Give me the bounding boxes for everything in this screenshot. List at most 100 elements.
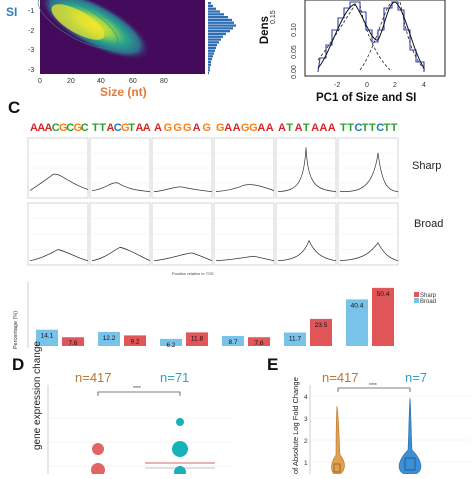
histogram-bar: [208, 49, 215, 52]
profile-line: [91, 246, 151, 262]
bar-sharp: [310, 318, 332, 346]
bar-value-label: 11.7: [289, 336, 302, 343]
panel-b-y-label: Dens: [259, 16, 271, 44]
panel-d-y-label: gene expression change: [32, 341, 43, 450]
bar-broad: [160, 338, 182, 346]
motif-letter: A: [266, 122, 274, 134]
motif-letter: T: [384, 122, 391, 134]
panel-a-y-tick-4: -3: [28, 67, 34, 74]
motif-letter: A: [319, 122, 327, 134]
panel-e-y-tick-2: 2: [304, 438, 308, 445]
histogram-bar: [208, 2, 211, 5]
histogram-bar: [208, 66, 210, 69]
panel-a-y-tick-3: -3: [28, 47, 34, 54]
histogram-bar: [208, 16, 228, 19]
motif-letter: G: [173, 122, 182, 134]
n-right-label: n=71: [160, 370, 189, 385]
boxplot-right: [404, 457, 416, 471]
panel-b-y-tick-2: 0.10: [291, 23, 298, 37]
bar-value-label: 40.4: [351, 302, 364, 309]
row-label-sharp: Sharp: [412, 160, 441, 172]
profile-line: [339, 242, 399, 262]
motif-letter: G: [249, 122, 258, 134]
density-contour: [37, 0, 119, 49]
motif-letter: C: [355, 122, 363, 134]
bar-value-label: 50.4: [377, 291, 390, 298]
motif-letter: G: [59, 122, 68, 134]
panel-e-y-tick-1: 1: [304, 460, 308, 467]
bar-broad: [346, 299, 368, 346]
histogram-bar: [208, 55, 213, 58]
motif-letter: C: [114, 122, 122, 134]
bar-value-label: 8.7: [228, 339, 237, 346]
percentage-bars: 14.1 7.6 12.2 9.2 6.2 11.8 8.7 7.6 11.7 23.5 40.4 5…: [36, 287, 394, 349]
motif-letter: A: [143, 122, 151, 134]
left-group-point: [91, 463, 105, 477]
bar-value-label: 7.6: [254, 340, 263, 347]
motif-logos: A A A C GC GC T T A C GT A A A G G G A G G A A G G A A A T A T A A A T T C T…: [30, 122, 398, 134]
histogram-bar: [208, 30, 230, 33]
histogram-bar: [208, 72, 209, 75]
motif-letter: T: [92, 122, 99, 134]
histogram-bar: [208, 7, 216, 10]
motif-letter: A: [311, 122, 319, 134]
motif-letter: A: [328, 122, 336, 134]
histogram-bar: [208, 41, 219, 44]
motif-logo: A A A C GC GC: [30, 122, 89, 134]
profile-x-axis-label: Position relative to TSS: [172, 271, 214, 276]
motif-letter: G: [216, 122, 225, 134]
row-label-broad: Broad: [414, 218, 443, 230]
panel-a-y-label: SI: [6, 5, 17, 19]
boxplot-left: [333, 463, 341, 473]
motif-letter: T: [362, 122, 369, 134]
profile-grid: [27, 137, 399, 266]
bar-value-label: 7.6: [68, 340, 77, 347]
histogram-bar: [208, 46, 216, 50]
motif-letter: T: [347, 122, 354, 134]
motif-letter: A: [193, 122, 201, 134]
motif-letter: G: [121, 122, 130, 134]
histogram-bar: [208, 4, 213, 8]
panel-a-x-label: Size (nt): [100, 85, 147, 99]
right-group-point: [176, 418, 184, 426]
panel-b-x-label: PC1 of Size and SI: [316, 92, 416, 104]
motif-letter: T: [128, 122, 135, 134]
panel-e-y-label: of Absolute Log Fold Change: [291, 377, 300, 474]
bar-broad: [98, 331, 120, 346]
bar-sharp: [124, 335, 146, 346]
panel-d-letter: D: [12, 355, 24, 374]
bar-value-label: 12.2: [103, 335, 116, 342]
motif-logo: T T A C GT A A: [92, 122, 151, 134]
n-left-label: n=417: [75, 370, 112, 385]
panel-b-y-tick-3: 0.05: [291, 45, 298, 59]
profile-line: [277, 147, 337, 193]
histogram-bar: [208, 38, 221, 41]
motif-letter: A: [45, 122, 53, 134]
motif-letter: A: [30, 122, 38, 134]
motif-letter: A: [107, 122, 115, 134]
motif-letter: G: [202, 122, 211, 134]
bar-value-label: 14.1: [41, 333, 54, 340]
bar-sharp: [62, 337, 84, 346]
motif-letter: T: [286, 122, 293, 134]
motif-letter: A: [278, 122, 286, 134]
panel-c-letter: C: [8, 98, 20, 117]
panel-a-x-tick-5: 80: [160, 78, 168, 85]
panel-a: SI -1 -2 -3 -3 0 20 40 60 80 Size (nt): [6, 0, 236, 99]
panel-a-x-tick-1: 0: [38, 78, 42, 85]
profile-line: [153, 186, 213, 193]
panel-b: Dens 0.15 0.10 0.05 0.00 -2 0 2 4 PC1 of…: [259, 0, 446, 104]
panel-e-y-tick-3: 3: [304, 416, 308, 423]
histogram-bar: [208, 18, 232, 22]
profile-line: [29, 173, 89, 191]
motif-letter: T: [391, 122, 398, 134]
bar-broad: [36, 329, 58, 346]
motif-letter: A: [257, 122, 265, 134]
density-peak: [51, 4, 105, 40]
panel-e-y-tick-4: 4: [304, 394, 308, 401]
legend-label-broad: Broad: [420, 299, 436, 305]
panel-c: C A A A C GC GC T T A C GT A A A G G G A G G A A G G A A A T A T A A A T T…: [8, 98, 443, 349]
bar-value-label: 6.2: [166, 342, 175, 349]
